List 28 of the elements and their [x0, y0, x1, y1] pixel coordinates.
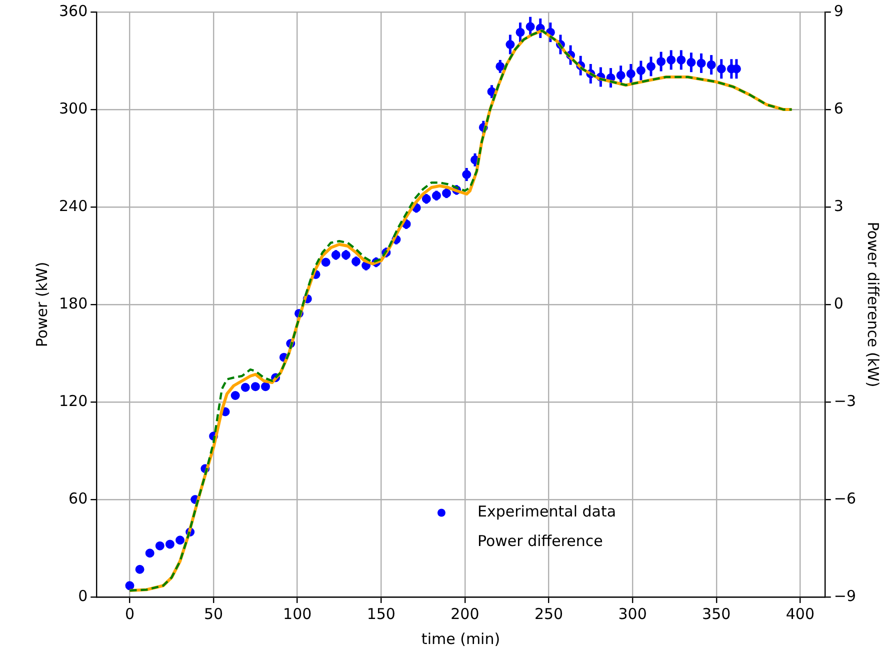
y-tick-label: 0 — [78, 586, 88, 605]
y-tick-label: 300 — [58, 99, 88, 118]
y-tick-label: 240 — [58, 196, 88, 215]
x-tick-label: 0 — [124, 604, 135, 623]
text: Power difference — [477, 532, 603, 550]
y2-tick-label: 0 — [834, 294, 844, 312]
x-tick-label: 250 — [534, 604, 564, 623]
y-tick-label: 360 — [58, 2, 88, 20]
x-axis-title: time (min) — [421, 630, 500, 648]
y2-tick-label: −9 — [834, 586, 856, 605]
y-axis-title: Power (kW) — [32, 262, 51, 348]
x-tick-label: 300 — [618, 604, 647, 623]
y2-tick-label: −6 — [834, 489, 856, 508]
y-tick-label: 180 — [58, 294, 88, 312]
y2-tick-label: 9 — [834, 2, 844, 20]
x-tick-label: 50 — [204, 604, 224, 623]
y2-axis-title: Power difference (kW) — [864, 222, 882, 388]
y-tick-label: 60 — [68, 489, 88, 508]
x-tick-label: 350 — [702, 604, 731, 623]
x-tick-label: 400 — [786, 604, 814, 623]
x-tick-label: 100 — [283, 604, 312, 623]
y-tick-label: 120 — [58, 392, 88, 410]
y2-tick-label: 3 — [834, 196, 844, 215]
y2-tick-label: −3 — [834, 392, 856, 410]
legend-label: Experimental data — [477, 502, 616, 521]
x-tick-label: 150 — [366, 604, 396, 623]
y2-tick-label: 6 — [834, 99, 844, 118]
x-tick-label: 200 — [450, 604, 480, 623]
